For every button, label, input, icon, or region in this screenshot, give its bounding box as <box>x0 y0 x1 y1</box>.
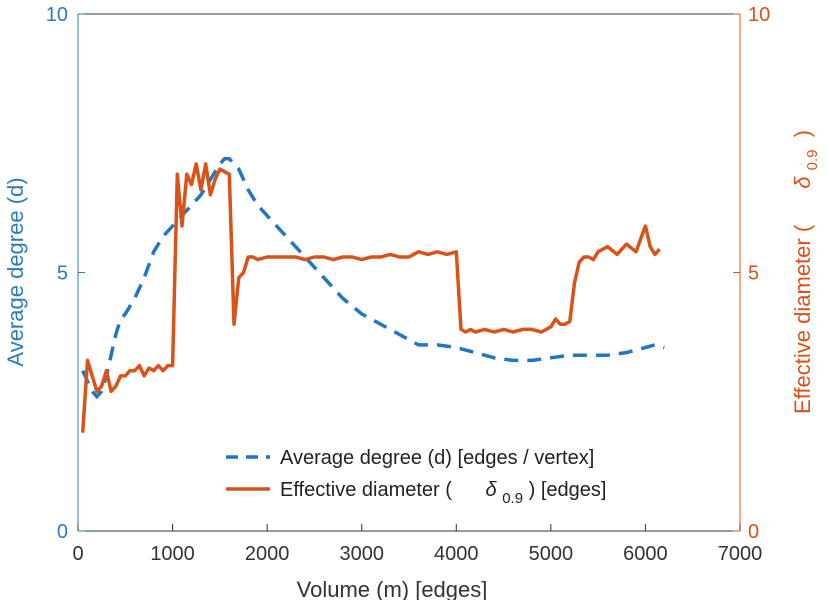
right-tick-label: 5 <box>748 263 759 285</box>
x-tick-label: 4000 <box>434 543 479 565</box>
legend-label-average-degree: Average degree (d) [edges / vertex] <box>280 447 594 469</box>
legend-label-effective-diameter-symbol: δ <box>486 479 498 501</box>
left-tick-label: 0 <box>57 521 68 543</box>
x-tick-label: 6000 <box>623 543 668 565</box>
x-tick-label: 7000 <box>718 543 763 565</box>
left-tick-label: 10 <box>46 4 68 26</box>
right-axis-title-subscript: 0.9 <box>804 149 821 170</box>
effective-diameter-series-line <box>80 162 661 433</box>
left-axis-ticks: 0 5 10 <box>46 4 85 543</box>
x-axis-title: Volume (m) [edges] <box>297 577 488 600</box>
right-axis-title: Effective diameter ( δ 0.9 ) <box>790 130 822 414</box>
legend: Average degree (d) [edges / vertex] Effe… <box>226 447 606 508</box>
legend-label-effective-diameter-prefix: Effective diameter ( <box>280 479 452 501</box>
x-axis-ticks: 0 1000 2000 3000 4000 5000 6000 7000 <box>72 524 762 565</box>
x-tick-label: 3000 <box>339 543 384 565</box>
legend-label-effective-diameter-subscript: 0.9 <box>502 490 523 507</box>
right-axis-ticks: 0 5 10 <box>733 4 770 543</box>
right-axis-title-prefix: Effective diameter ( <box>790 224 815 414</box>
right-tick-label: 0 <box>748 521 759 543</box>
right-axis-title-symbol: δ <box>790 176 815 189</box>
average-degree-series-line <box>81 157 665 400</box>
right-axis-title-suffix: ) <box>790 130 815 137</box>
x-tick-label: 2000 <box>245 543 290 565</box>
x-tick-label: 5000 <box>529 543 574 565</box>
left-tick-label: 5 <box>57 263 68 285</box>
plot-area <box>78 14 740 531</box>
legend-label-effective-diameter-suffix: ) [edges] <box>529 479 607 501</box>
legend-label-effective-diameter: Effective diameter ( δ 0.9 ) [edges] <box>280 479 606 508</box>
x-tick-label: 0 <box>72 543 83 565</box>
left-axis-title: Average degree (d) <box>3 177 28 366</box>
x-tick-label: 1000 <box>150 543 195 565</box>
right-tick-label: 10 <box>748 4 770 26</box>
